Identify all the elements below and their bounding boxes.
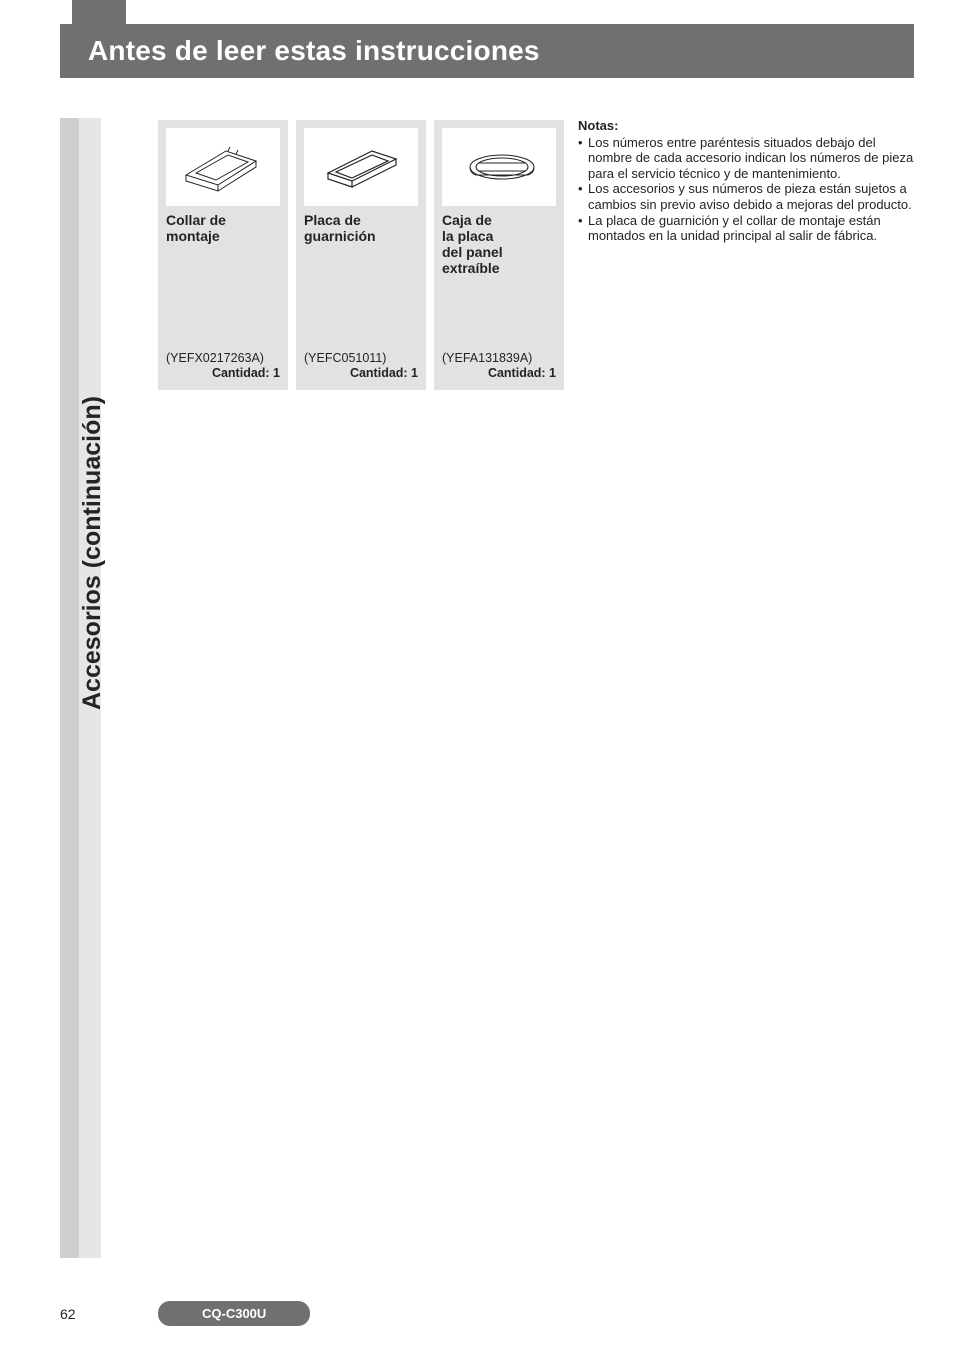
panel-case-image (442, 128, 556, 206)
trim-plate-image (304, 128, 418, 206)
notes-block: Notas: • Los números entre paréntesis si… (578, 118, 914, 244)
notes-text: La placa de guarnición y el collar de mo… (588, 213, 914, 244)
card-collar: Collar de montaje (YEFX0217263A) Cantida… (158, 120, 288, 390)
notes-item: • Los números entre paréntesis situados … (578, 135, 914, 182)
bullet-icon: • (578, 181, 588, 212)
page-title: Antes de leer estas instrucciones (88, 35, 540, 67)
notes-item: • La placa de guarnición y el collar de … (578, 213, 914, 244)
quantity: Cantidad: 1 (442, 366, 556, 380)
part-number: (YEFX0217263A) (166, 351, 280, 366)
card-trim-plate: Placa de guarnición (YEFC051011) Cantida… (296, 120, 426, 390)
header-bar: Antes de leer estas instrucciones (60, 24, 914, 78)
quantity: Cantidad: 1 (166, 366, 280, 380)
bullet-icon: • (578, 213, 588, 244)
notes-heading: Notas: (578, 118, 914, 134)
card-panel-case: Caja de la placa del panel extraíble (YE… (434, 120, 564, 390)
title-line: Collar de (166, 212, 226, 228)
title-line: la placa (442, 228, 493, 244)
card-title: Caja de la placa del panel extraíble (442, 212, 556, 276)
model-badge: CQ-C300U (158, 1301, 310, 1326)
title-line: montaje (166, 228, 220, 244)
part-number: (YEFC051011) (304, 351, 418, 366)
notes-item: • Los accesorios y sus números de pieza … (578, 181, 914, 212)
page-number: 62 (60, 1306, 76, 1322)
quantity: Cantidad: 1 (304, 366, 418, 380)
title-line: Caja de (442, 212, 492, 228)
title-line: Placa de (304, 212, 361, 228)
part-number: (YEFA131839A) (442, 351, 556, 366)
card-title: Collar de montaje (166, 212, 280, 244)
card-title: Placa de guarnición (304, 212, 418, 244)
title-line: extraíble (442, 260, 500, 276)
notes-text: Los números entre paréntesis situados de… (588, 135, 914, 182)
title-line: del panel (442, 244, 503, 260)
panel-case-icon (454, 137, 544, 197)
trim-plate-icon (316, 137, 406, 197)
section-label: Accesorios (continuación) (78, 396, 107, 710)
title-line: guarnición (304, 228, 376, 244)
notes-text: Los accesorios y sus números de pieza es… (588, 181, 914, 212)
header-tab (72, 0, 126, 24)
bullet-icon: • (578, 135, 588, 182)
mounting-collar-icon (178, 137, 268, 197)
accessory-cards: Collar de montaje (YEFX0217263A) Cantida… (158, 120, 564, 390)
collar-image (166, 128, 280, 206)
